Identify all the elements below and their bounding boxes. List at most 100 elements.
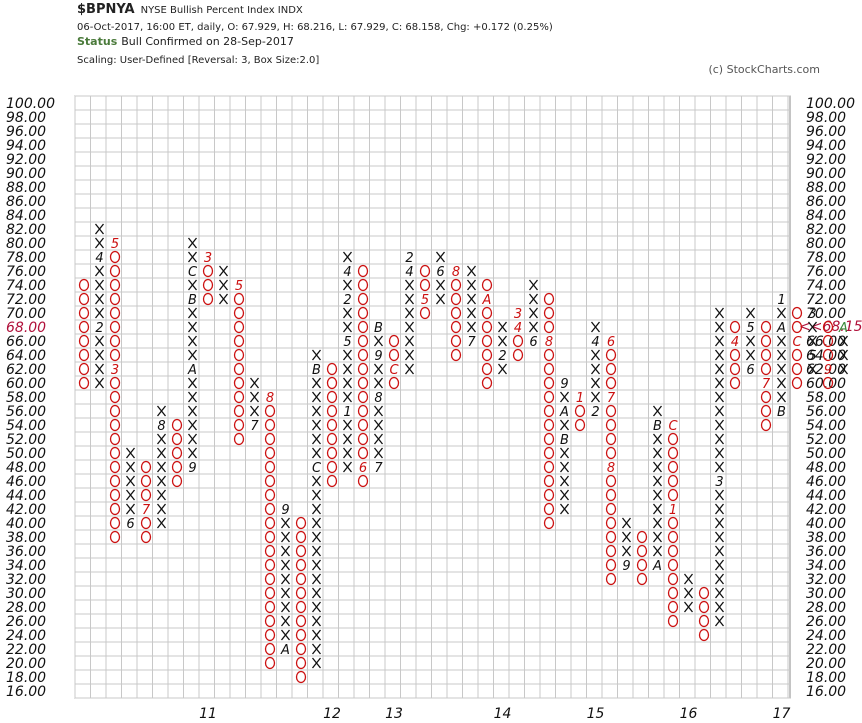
x-mark	[776, 363, 787, 375]
x-mark	[311, 615, 322, 627]
status-label: Status	[77, 35, 118, 48]
x-mark	[435, 293, 446, 305]
y-tick-label-right: 26.00	[806, 614, 846, 630]
o-mark	[605, 544, 617, 558]
o-mark	[574, 404, 586, 418]
o-mark	[481, 306, 493, 320]
o-mark	[667, 600, 679, 614]
x-mark	[559, 489, 570, 501]
x-mark	[714, 419, 725, 431]
x-mark	[249, 377, 260, 389]
x-mark	[466, 307, 477, 319]
x-mark	[187, 391, 198, 403]
y-tick-label-left: 68.00	[6, 320, 46, 336]
month-marker: B	[374, 321, 383, 336]
x-mark	[373, 363, 384, 375]
o-mark	[78, 334, 90, 348]
o-mark	[140, 530, 152, 544]
o-mark	[636, 558, 648, 572]
x-mark	[249, 405, 260, 417]
o-mark	[605, 446, 617, 460]
o-mark	[264, 474, 276, 488]
o-mark	[326, 404, 338, 418]
o-mark	[357, 432, 369, 446]
x-mark	[559, 391, 570, 403]
current-month-marker: A	[838, 321, 848, 336]
x-mark	[187, 335, 198, 347]
x-mark	[311, 657, 322, 669]
x-mark	[311, 545, 322, 557]
y-tick-label-right: 24.00	[806, 628, 846, 644]
o-mark	[264, 432, 276, 446]
y-tick-label-left: 56.00	[6, 404, 46, 420]
o-mark	[295, 572, 307, 586]
x-mark	[94, 363, 105, 375]
x-mark	[404, 363, 415, 375]
y-tick-label-right: 70.00	[806, 306, 846, 322]
month-marker: 8	[607, 461, 615, 476]
y-tick-label-left: 50.00	[6, 446, 46, 462]
x-mark	[342, 447, 353, 459]
y-tick-label-left: 78.00	[6, 250, 46, 266]
o-mark	[667, 530, 679, 544]
o-mark	[140, 460, 152, 474]
month-marker: A	[482, 293, 492, 308]
x-mark	[466, 265, 477, 277]
o-mark	[667, 488, 679, 502]
x-mark	[776, 307, 787, 319]
y-tick-label-right: 56.00	[806, 404, 846, 420]
x-mark	[714, 321, 725, 333]
x-mark	[94, 377, 105, 389]
x-mark	[652, 433, 663, 445]
x-mark	[156, 405, 167, 417]
month-marker: C	[312, 461, 322, 476]
o-mark	[109, 250, 121, 264]
month-marker: 5	[746, 321, 754, 336]
y-tick-label-left: 80.00	[6, 236, 46, 252]
o-mark	[171, 446, 183, 460]
o-mark	[171, 460, 183, 474]
x-mark	[156, 475, 167, 487]
o-mark	[605, 502, 617, 516]
month-marker: 4	[731, 335, 739, 350]
x-mark	[373, 405, 384, 417]
x-mark	[714, 489, 725, 501]
x-mark	[342, 349, 353, 361]
o-mark	[109, 460, 121, 474]
y-tick-label-right: 60.00	[806, 376, 846, 392]
x-mark	[311, 503, 322, 515]
x-mark	[342, 321, 353, 333]
x-mark	[714, 405, 725, 417]
month-marker: C	[188, 265, 198, 280]
month-marker: 9	[560, 377, 568, 392]
y-tick-label-left: 64.00	[6, 348, 46, 364]
o-mark	[264, 600, 276, 614]
month-marker: 8	[545, 335, 553, 350]
month-marker: 7	[607, 391, 616, 406]
x-mark	[807, 363, 818, 375]
o-mark	[698, 600, 710, 614]
x-mark	[373, 433, 384, 445]
month-marker: 4	[95, 251, 103, 266]
y-tick-label-right: 32.00	[806, 572, 846, 588]
y-tick-label-right: 78.00	[806, 250, 846, 266]
o-mark	[264, 642, 276, 656]
y-tick-label-left: 86.00	[6, 194, 46, 210]
x-mark	[776, 377, 787, 389]
o-mark	[140, 516, 152, 530]
x-mark	[187, 251, 198, 263]
o-mark	[264, 614, 276, 628]
o-mark	[543, 320, 555, 334]
o-mark	[264, 558, 276, 572]
x-mark	[838, 363, 849, 375]
o-mark	[233, 292, 245, 306]
month-marker: 3	[111, 363, 119, 378]
o-mark	[295, 558, 307, 572]
month-marker: B	[777, 405, 786, 420]
x-mark	[311, 573, 322, 585]
x-mark	[342, 279, 353, 291]
o-mark	[543, 474, 555, 488]
x-mark	[652, 531, 663, 543]
o-mark	[450, 306, 462, 320]
x-mark	[311, 587, 322, 599]
